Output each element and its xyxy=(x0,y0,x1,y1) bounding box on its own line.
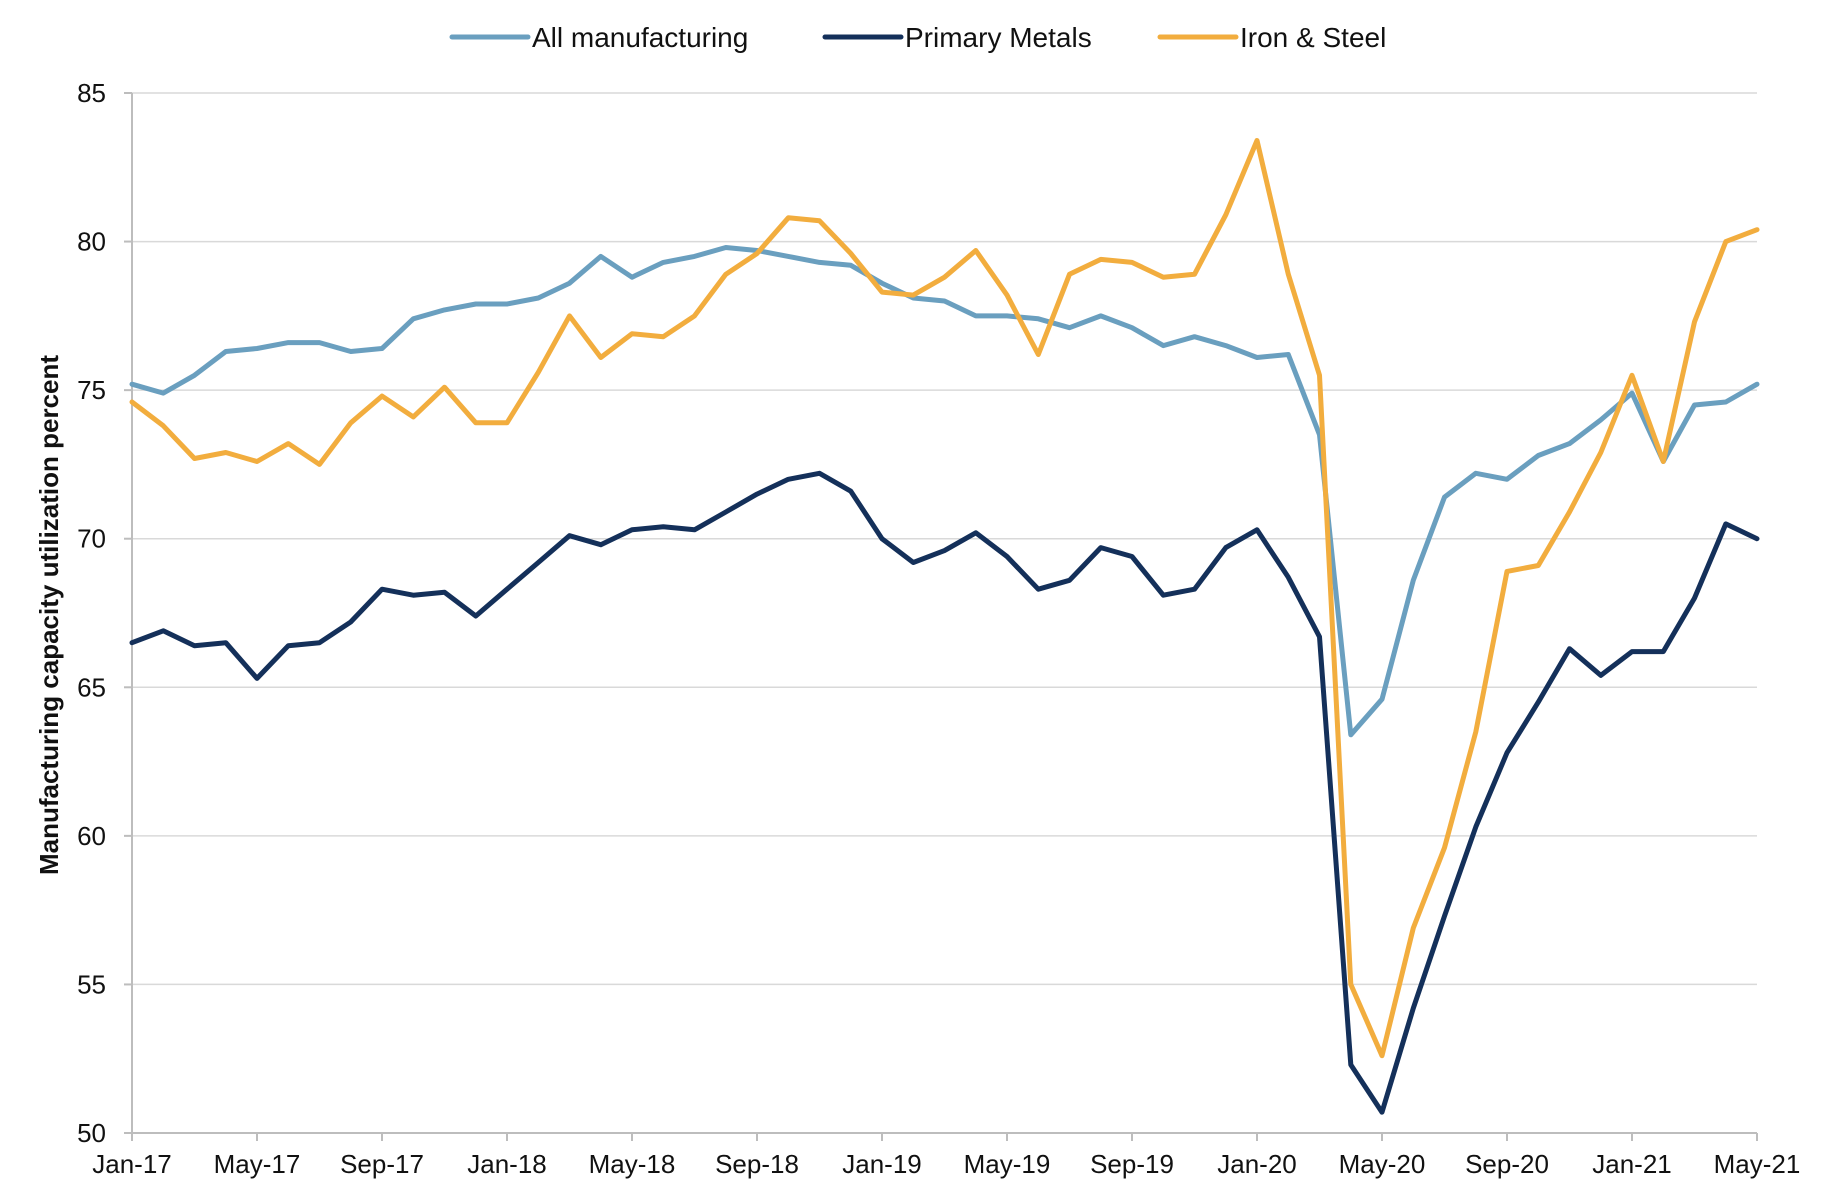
x-tick-label: Jan-17 xyxy=(92,1149,172,1179)
legend-label-primary-metals: Primary Metals xyxy=(905,22,1092,53)
x-axis-ticks: Jan-17 May-17 Sep-17 Jan-18 May-18 Sep-18 Jan-… xyxy=(92,1133,1800,1179)
x-tick-label: May-21 xyxy=(1714,1149,1801,1179)
x-tick-label: Sep-17 xyxy=(340,1149,424,1179)
x-tick-label: Sep-18 xyxy=(715,1149,799,1179)
y-tick-label: 70 xyxy=(77,524,106,554)
series-line-primary-metals xyxy=(129,470,1760,1115)
y-tick-label: 80 xyxy=(77,227,106,257)
series-line-iron-steel xyxy=(129,138,1760,1059)
x-tick-label: May-18 xyxy=(589,1149,676,1179)
axes xyxy=(131,93,1757,1134)
x-tick-label: Jan-20 xyxy=(1217,1149,1297,1179)
x-tick-label: May-20 xyxy=(1339,1149,1426,1179)
series-line-all-manufacturing xyxy=(129,245,1760,738)
y-axis-title: Manufacturing capacity utilization perce… xyxy=(34,355,64,875)
y-tick-label: 85 xyxy=(77,78,106,108)
x-tick-label: Sep-19 xyxy=(1090,1149,1174,1179)
series-lines xyxy=(129,138,1760,1115)
x-tick-label: May-19 xyxy=(964,1149,1051,1179)
legend-label-all-manufacturing: All manufacturing xyxy=(532,22,748,53)
y-tick-label: 55 xyxy=(77,969,106,999)
x-tick-label: Jan-21 xyxy=(1592,1149,1672,1179)
legend-label-iron-steel: Iron & Steel xyxy=(1240,22,1386,53)
x-tick-label: May-17 xyxy=(214,1149,301,1179)
legend: All manufacturing Primary Metals Iron & St… xyxy=(449,22,1386,53)
y-axis-ticks: 50 55 60 65 70 75 80 85 xyxy=(77,78,132,1148)
y-tick-label: 75 xyxy=(77,375,106,405)
y-tick-label: 60 xyxy=(77,821,106,851)
y-tick-label: 65 xyxy=(77,672,106,702)
y-tick-label: 50 xyxy=(77,1118,106,1148)
x-tick-label: Sep-20 xyxy=(1465,1149,1549,1179)
x-tick-label: Jan-18 xyxy=(467,1149,547,1179)
x-tick-label: Jan-19 xyxy=(842,1149,922,1179)
gridlines xyxy=(132,92,1757,986)
